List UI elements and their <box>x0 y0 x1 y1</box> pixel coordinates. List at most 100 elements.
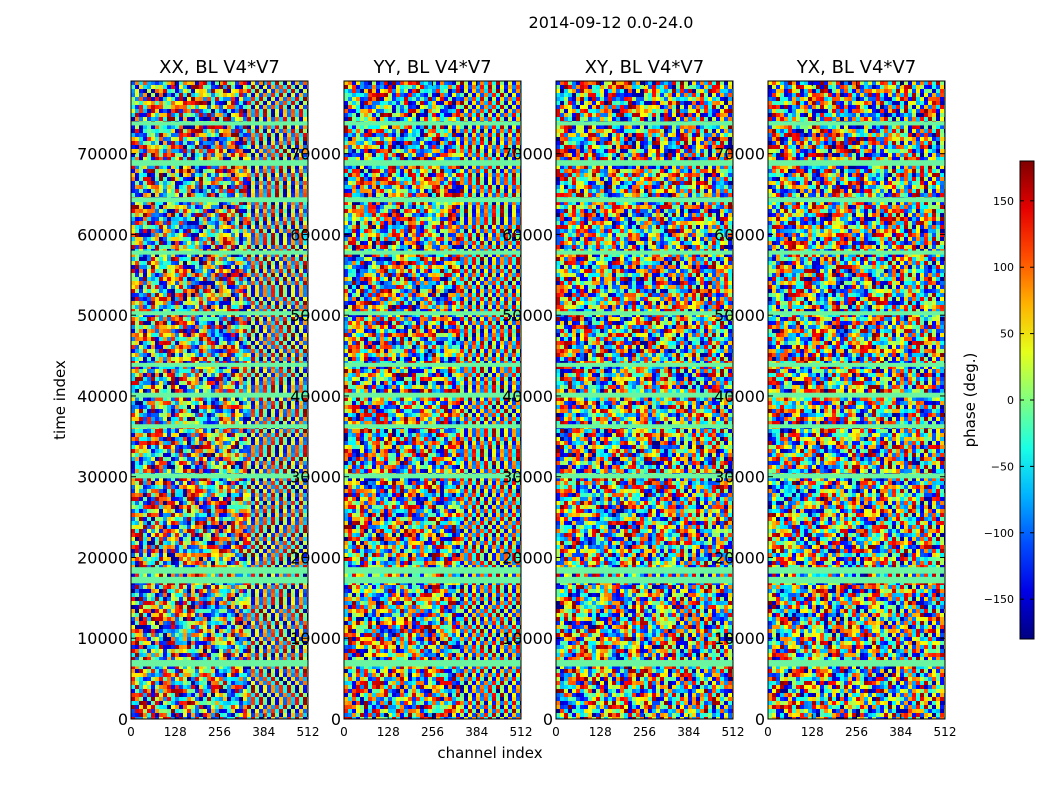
x-tick-label: 128 <box>164 725 187 739</box>
y-tick-label: 30000 <box>714 468 765 487</box>
y-tick-label: 70000 <box>502 145 553 164</box>
flagged-band <box>131 362 308 367</box>
flagged-band <box>768 197 945 203</box>
y-tick-label: 30000 <box>290 468 341 487</box>
flagged-band <box>344 392 521 398</box>
flagged-band <box>344 160 521 166</box>
x-tick-label: 256 <box>208 725 231 739</box>
flagged-band <box>344 197 521 203</box>
y-tick-label: 0 <box>755 710 765 729</box>
colorbar-tick-label: −150 <box>984 593 1014 606</box>
panel-yy: YY, BL V4*V7 0 128 256 384 512 0 10000 20000 3000… <box>290 57 532 739</box>
panel-title: YX, BL V4*V7 <box>796 57 916 78</box>
x-tick-label: 128 <box>377 725 400 739</box>
y-tick-label: 0 <box>543 710 553 729</box>
x-tick-label: 384 <box>889 725 912 739</box>
y-tick-label: 20000 <box>290 548 341 567</box>
x-tick-label: 256 <box>421 725 444 739</box>
y-tick-label: 10000 <box>77 629 128 648</box>
y-tick-label: 60000 <box>77 225 128 244</box>
y-tick-label: 20000 <box>502 548 553 567</box>
x-tick-label: 512 <box>297 725 320 739</box>
x-tick-label: 128 <box>589 725 612 739</box>
colorbar-tick-label: 150 <box>993 195 1014 208</box>
flagged-band <box>556 311 733 316</box>
y-tick-label: 70000 <box>77 145 128 164</box>
x-tick-label: 512 <box>722 725 745 739</box>
panel-title: YY, BL V4*V7 <box>372 57 491 78</box>
flagged-band <box>131 660 308 667</box>
x-tick-label: 256 <box>633 725 656 739</box>
phase-image <box>344 81 521 719</box>
panel-title: XX, BL V4*V7 <box>159 57 280 78</box>
flagged-band <box>556 392 733 398</box>
y-tick-label: 60000 <box>290 225 341 244</box>
y-tick-label: 0 <box>118 710 128 729</box>
y-tick-label: 20000 <box>714 548 765 567</box>
y-tick-label: 50000 <box>714 306 765 325</box>
x-tick-label: 384 <box>252 725 275 739</box>
flagged-band <box>131 121 308 126</box>
x-tick-label: 256 <box>845 725 868 739</box>
flagged-band <box>768 250 945 255</box>
colorbar-tick-label: 100 <box>993 261 1014 274</box>
flagged-band <box>131 576 308 584</box>
x-tick-label: 128 <box>801 725 824 739</box>
flagged-band <box>556 660 733 667</box>
panel-title: XY, BL V4*V7 <box>585 57 704 78</box>
y-tick-label: 40000 <box>502 387 553 406</box>
colorbar-tick-label: −100 <box>984 527 1014 540</box>
y-tick-label: 70000 <box>290 145 341 164</box>
y-tick-label: 10000 <box>290 629 341 648</box>
x-axis-label: channel index <box>437 744 542 762</box>
x-tick-label: 512 <box>510 725 533 739</box>
y-tick-label: 30000 <box>77 468 128 487</box>
flagged-band <box>556 473 733 479</box>
colorbar: −150 −100 −50 0 50 100 150 phase (deg.) <box>961 160 1035 640</box>
flagged-band <box>768 160 945 166</box>
flagged-band <box>344 362 521 367</box>
x-tick-label: 512 <box>934 725 957 739</box>
y-tick-label: 30000 <box>502 468 553 487</box>
flagged-band <box>556 576 733 584</box>
flagged-band <box>556 160 733 166</box>
colorbar-tick-label: 50 <box>1000 328 1014 341</box>
y-tick-label: 50000 <box>77 306 128 325</box>
flagged-band <box>556 567 733 574</box>
flagged-band <box>131 250 308 255</box>
flagged-band <box>131 197 308 203</box>
flagged-band <box>768 660 945 667</box>
x-tick-label: 0 <box>127 725 135 739</box>
flagged-band <box>344 576 521 584</box>
y-tick-label: 20000 <box>77 548 128 567</box>
panel-yx: YX, BL V4*V7 0 128 256 384 512 0 10000 20000 3000… <box>714 57 956 739</box>
flagged-band <box>131 424 308 429</box>
flagged-band <box>344 660 521 667</box>
flagged-band <box>768 424 945 429</box>
flagged-band <box>344 473 521 479</box>
flagged-band <box>768 121 945 126</box>
y-tick-label: 40000 <box>714 387 765 406</box>
flagged-band <box>556 424 733 429</box>
flagged-band <box>768 392 945 398</box>
flagged-band <box>131 567 308 574</box>
flagged-band <box>768 567 945 574</box>
flagged-band <box>556 250 733 255</box>
y-tick-label: 40000 <box>77 387 128 406</box>
flagged-band <box>556 197 733 203</box>
panel-xx: XX, BL V4*V7 0 128 256 384 512 0 10000 20000 3000… <box>77 57 319 739</box>
flagged-band <box>131 160 308 166</box>
y-tick-label: 10000 <box>714 629 765 648</box>
x-tick-label: 384 <box>677 725 700 739</box>
flagged-band <box>768 576 945 584</box>
y-tick-label: 60000 <box>714 225 765 244</box>
colorbar-tick-label: 0 <box>1007 394 1014 407</box>
flagged-band <box>344 424 521 429</box>
y-tick-label: 10000 <box>502 629 553 648</box>
flagged-band <box>556 121 733 126</box>
flagged-band <box>768 473 945 479</box>
y-axis-label: time index <box>51 360 69 440</box>
flagged-band <box>344 567 521 574</box>
flagged-band <box>344 121 521 126</box>
